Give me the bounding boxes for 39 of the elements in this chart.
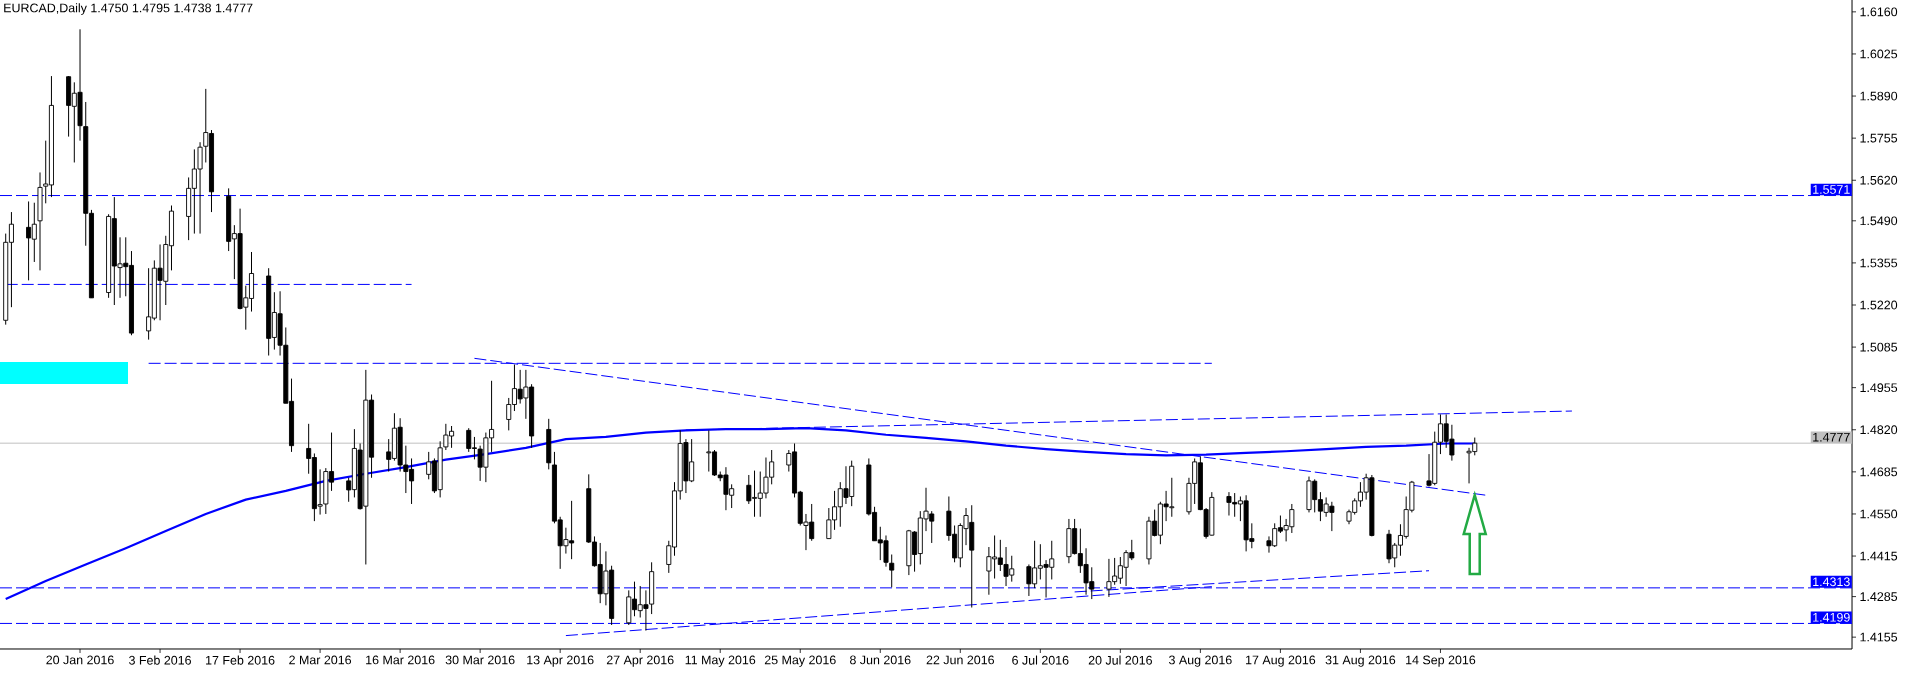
x-tick-label: 20 Jan 2016 bbox=[46, 655, 114, 665]
y-tick-label: 1.4155 bbox=[1860, 632, 1898, 642]
x-tick-label: 25 May 2016 bbox=[764, 655, 836, 667]
ref-line-label: 1.5571 bbox=[1813, 185, 1850, 194]
y-tick-label: 1.4285 bbox=[1860, 592, 1898, 602]
x-tick-label: 31 Aug 2016 bbox=[1325, 655, 1396, 667]
x-tick-label: 2 Mar 2016 bbox=[289, 655, 352, 665]
y-tick-label: 1.6160 bbox=[1860, 7, 1898, 17]
x-tick-label: 3 Feb 2016 bbox=[129, 655, 191, 665]
y-tick-label: 1.5490 bbox=[1860, 216, 1898, 226]
x-tick-label: 14 Sep 2016 bbox=[1406, 655, 1476, 667]
x-tick-label: 20 Jul 2016 bbox=[1088, 655, 1152, 665]
y-tick-label: 1.4415 bbox=[1860, 551, 1898, 561]
x-tick-label: 8 Jun 2016 bbox=[850, 655, 911, 665]
y-tick-label: 1.4820 bbox=[1860, 425, 1898, 435]
chart-title: EURCAD,Daily 1.4750 1.4795 1.4738 1.4777 bbox=[4, 3, 253, 15]
x-tick-label: 27 Apr 2016 bbox=[606, 655, 674, 667]
y-tick-label: 1.5085 bbox=[1860, 342, 1898, 352]
y-tick-label: 1.5220 bbox=[1860, 300, 1898, 310]
ref-line-label: 1.4199 bbox=[1813, 612, 1850, 622]
y-tick-label: 1.4685 bbox=[1860, 467, 1898, 477]
y-tick-label: 1.5755 bbox=[1860, 133, 1898, 143]
x-tick-label: 13 Apr 2016 bbox=[527, 655, 594, 667]
y-tick-label: 1.4550 bbox=[1860, 509, 1898, 519]
x-tick-label: 22 Jun 2016 bbox=[926, 655, 995, 665]
x-tick-label: 6 Jul 2016 bbox=[1012, 655, 1069, 665]
y-tick-label: 1.6025 bbox=[1860, 49, 1898, 59]
x-tick-label: 11 May 2016 bbox=[685, 655, 756, 667]
x-tick-label: 17 Aug 2016 bbox=[1246, 655, 1316, 667]
ref-line-label: 1.4313 bbox=[1813, 577, 1850, 587]
y-tick-label: 1.4955 bbox=[1860, 383, 1898, 393]
x-tick-label: 3 Aug 2016 bbox=[1168, 655, 1232, 667]
x-tick-label: 16 Mar 2016 bbox=[366, 655, 435, 665]
x-tick-label: 30 Mar 2016 bbox=[445, 655, 515, 665]
x-tick-label: 17 Feb 2016 bbox=[206, 655, 275, 665]
ref-line-label: 1.4777 bbox=[1813, 432, 1850, 442]
y-tick-label: 1.5890 bbox=[1860, 91, 1898, 101]
y-tick-label: 1.5620 bbox=[1860, 175, 1898, 185]
y-tick-label: 1.5355 bbox=[1860, 258, 1898, 268]
